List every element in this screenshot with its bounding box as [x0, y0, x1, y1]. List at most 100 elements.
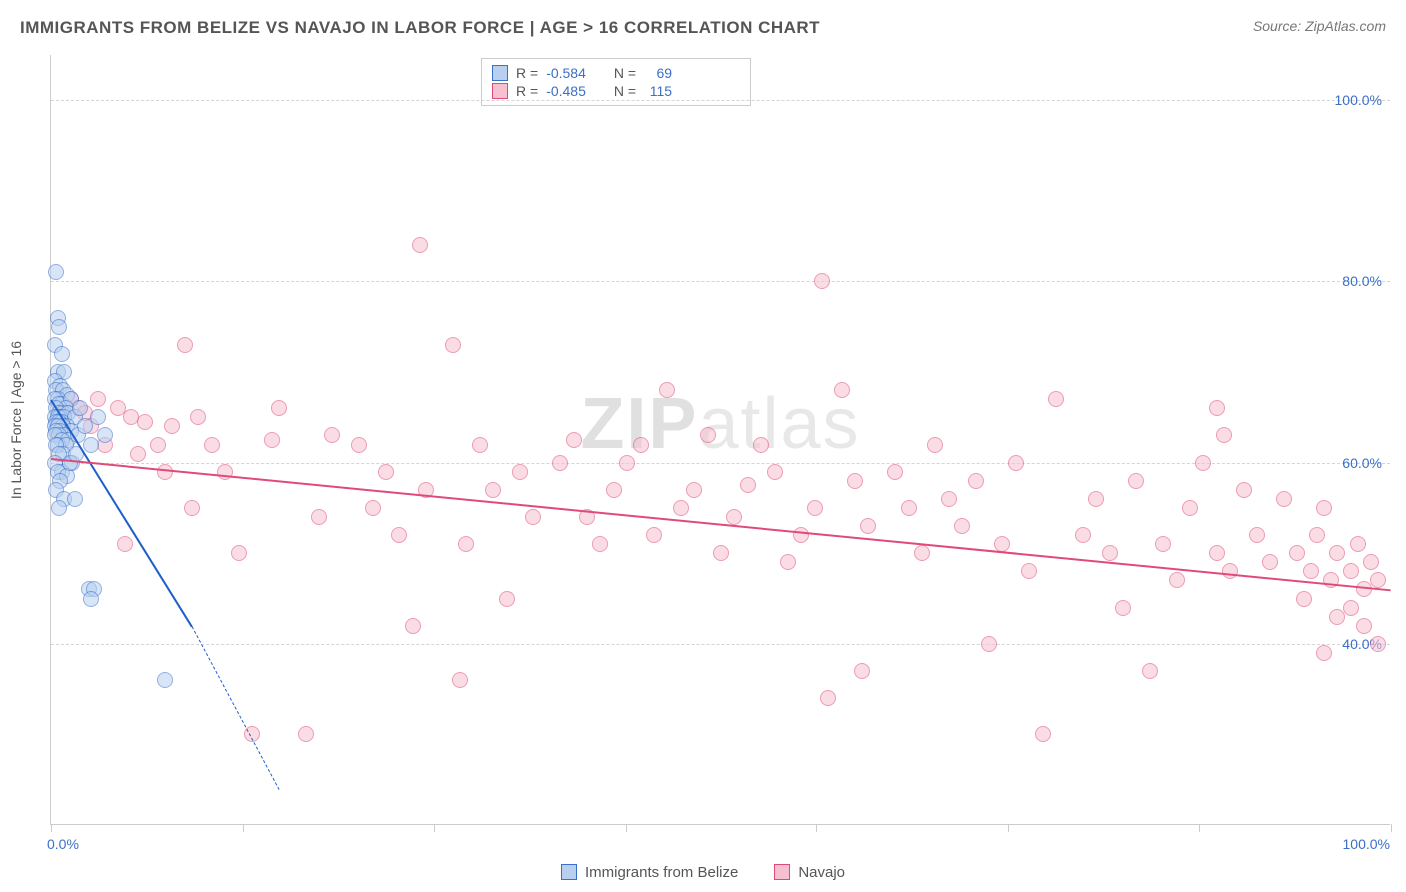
data-point: [90, 391, 106, 407]
data-point: [525, 509, 541, 525]
stat-r-value: -0.584: [546, 65, 586, 81]
data-point: [90, 409, 106, 425]
series-legend: Immigrants from BelizeNavajo: [0, 864, 1406, 885]
stats-row: R =-0.584N =69: [492, 64, 740, 82]
x-tick: [1199, 824, 1200, 832]
data-point: [1262, 554, 1278, 570]
data-point: [793, 527, 809, 543]
data-point: [137, 414, 153, 430]
data-point: [54, 346, 70, 362]
gridline: [51, 463, 1390, 464]
data-point: [512, 464, 528, 480]
data-point: [204, 437, 220, 453]
data-point: [190, 409, 206, 425]
data-point: [659, 382, 675, 398]
data-point: [1216, 427, 1232, 443]
data-point: [807, 500, 823, 516]
data-point: [854, 663, 870, 679]
data-point: [130, 446, 146, 462]
data-point: [767, 464, 783, 480]
data-point: [1350, 536, 1366, 552]
data-point: [981, 636, 997, 652]
x-tick: [816, 824, 817, 832]
data-point: [726, 509, 742, 525]
data-point: [1329, 545, 1345, 561]
trend-line-extrapolated: [191, 626, 279, 790]
data-point: [1209, 545, 1225, 561]
data-point: [157, 672, 173, 688]
data-point: [51, 319, 67, 335]
x-tick-label: 0.0%: [47, 836, 79, 852]
legend-swatch: [561, 864, 577, 880]
data-point: [646, 527, 662, 543]
data-point: [834, 382, 850, 398]
data-point: [452, 672, 468, 688]
data-point: [847, 473, 863, 489]
chart-title: IMMIGRANTS FROM BELIZE VS NAVAJO IN LABO…: [20, 18, 820, 37]
x-tick-label: 100.0%: [1343, 836, 1390, 852]
data-point: [860, 518, 876, 534]
stat-n-label: N =: [614, 65, 636, 81]
data-point: [740, 477, 756, 493]
trend-line: [51, 458, 1391, 591]
x-tick: [243, 824, 244, 832]
stat-n-label: N =: [614, 83, 636, 99]
data-point: [1236, 482, 1252, 498]
data-point: [412, 237, 428, 253]
data-point: [298, 726, 314, 742]
data-point: [231, 545, 247, 561]
data-point: [1169, 572, 1185, 588]
scatter-chart: ZIPatlas R =-0.584N =69R =-0.485N =115 4…: [50, 55, 1390, 825]
data-point: [164, 418, 180, 434]
data-point: [391, 527, 407, 543]
data-point: [914, 545, 930, 561]
data-point: [887, 464, 903, 480]
stat-r-value: -0.485: [546, 83, 586, 99]
data-point: [264, 432, 280, 448]
data-point: [51, 500, 67, 516]
data-point: [968, 473, 984, 489]
stat-n-value: 69: [644, 65, 672, 81]
x-tick: [434, 824, 435, 832]
data-point: [1303, 563, 1319, 579]
data-point: [117, 536, 133, 552]
legend-item: Navajo: [774, 864, 845, 881]
data-point: [713, 545, 729, 561]
data-point: [1316, 645, 1332, 661]
data-point: [83, 591, 99, 607]
legend-swatch: [492, 65, 508, 81]
data-point: [780, 554, 796, 570]
legend-label: Navajo: [798, 864, 845, 881]
data-point: [1008, 455, 1024, 471]
gridline: [51, 100, 1390, 101]
data-point: [686, 482, 702, 498]
data-point: [619, 455, 635, 471]
data-point: [67, 491, 83, 507]
data-point: [72, 400, 88, 416]
data-point: [1182, 500, 1198, 516]
source-attribution: Source: ZipAtlas.com: [1253, 18, 1386, 34]
data-point: [311, 509, 327, 525]
data-point: [1343, 563, 1359, 579]
data-point: [814, 273, 830, 289]
stat-n-value: 115: [644, 83, 672, 99]
data-point: [633, 437, 649, 453]
data-point: [1035, 726, 1051, 742]
x-tick: [626, 824, 627, 832]
data-point: [566, 432, 582, 448]
data-point: [445, 337, 461, 353]
x-tick: [51, 824, 52, 832]
y-tick-label: 80.0%: [1342, 273, 1382, 289]
data-point: [485, 482, 501, 498]
data-point: [271, 400, 287, 416]
data-point: [927, 437, 943, 453]
data-point: [1309, 527, 1325, 543]
data-point: [1296, 591, 1312, 607]
data-point: [1370, 572, 1386, 588]
data-point: [1195, 455, 1211, 471]
data-point: [48, 264, 64, 280]
data-point: [1316, 500, 1332, 516]
data-point: [700, 427, 716, 443]
data-point: [1276, 491, 1292, 507]
data-point: [592, 536, 608, 552]
